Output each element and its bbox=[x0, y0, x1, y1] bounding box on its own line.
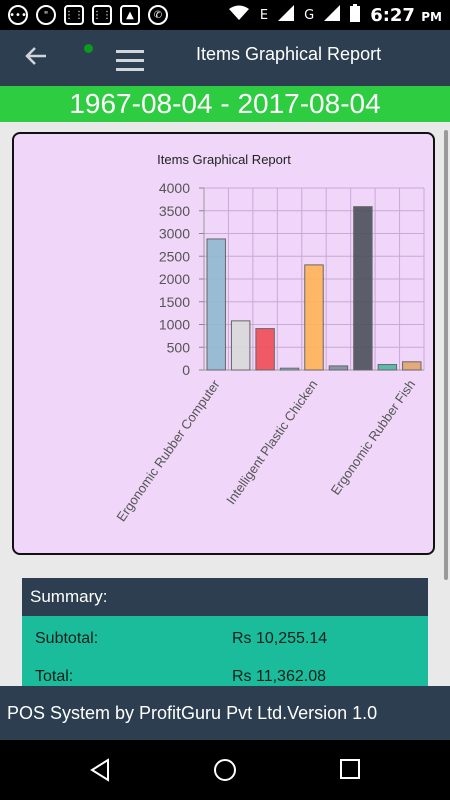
y-tick-label: 500 bbox=[167, 339, 191, 355]
summary-panel: Summary: Subtotal: Rs 10,255.14 Total: R… bbox=[22, 578, 428, 690]
bar-4 bbox=[304, 264, 324, 371]
page-title: Items Graphical Report bbox=[196, 44, 382, 64]
bar-6 bbox=[353, 206, 373, 371]
nav-back-icon[interactable] bbox=[88, 758, 112, 786]
bar-1 bbox=[230, 320, 251, 371]
whatsapp-icon: ✆ bbox=[148, 5, 168, 25]
image-icon: ▲ bbox=[120, 5, 140, 25]
footer-version: POS System by ProfitGuru Pvt Ltd.Version… bbox=[0, 686, 450, 740]
chat-icon: " bbox=[36, 5, 56, 25]
y-tick-label: 4000 bbox=[159, 180, 190, 196]
signal-icon-1 bbox=[278, 5, 295, 25]
battery-icon bbox=[350, 4, 361, 26]
bar-8 bbox=[402, 361, 422, 371]
calculator-icon-2: ⋮⋮ bbox=[92, 5, 112, 25]
scrollbar[interactable] bbox=[444, 130, 448, 580]
bar-3 bbox=[279, 367, 300, 371]
subtotal-label: Subtotal: bbox=[35, 630, 99, 647]
network-e-icon: E bbox=[259, 7, 269, 23]
nav-recents-icon[interactable] bbox=[339, 758, 361, 784]
summary-heading: Summary: bbox=[22, 578, 428, 616]
clock: 6:27 PM bbox=[370, 4, 442, 26]
signal-icon-2 bbox=[324, 5, 341, 25]
summary-body: Subtotal: Rs 10,255.14 Total: Rs 11,362.… bbox=[22, 616, 428, 690]
network-g-icon: G bbox=[304, 7, 315, 23]
y-tick-label: 0 bbox=[182, 362, 190, 378]
message-icon: ••• bbox=[8, 5, 28, 25]
x-tick-label: Ergonomic Rubber Computer bbox=[113, 377, 223, 525]
chart-title: Items Graphical Report bbox=[157, 152, 291, 167]
chart-card: Items Graphical Report 0 500 1000 1500 2000 25… bbox=[12, 132, 435, 555]
bar-2 bbox=[255, 328, 275, 371]
y-tick-label: 3000 bbox=[159, 226, 190, 242]
total-value: Rs 11,362.08 bbox=[232, 668, 326, 685]
bar-0 bbox=[206, 238, 226, 371]
y-tick-label: 2000 bbox=[159, 271, 190, 287]
total-label: Total: bbox=[35, 668, 74, 685]
system-nav-bar bbox=[0, 740, 450, 800]
y-tick-label: 1000 bbox=[159, 317, 190, 333]
x-tick-label: Intelligent Plastic Chicken bbox=[223, 377, 320, 507]
app-bar: Items Graphical Report bbox=[0, 30, 450, 86]
y-tick-label: 2500 bbox=[159, 248, 190, 264]
bar-chart: Items Graphical Report 0 500 1000 1500 2000 25… bbox=[113, 152, 425, 525]
summary-row-subtotal: Subtotal: Rs 10,255.14 bbox=[35, 630, 327, 648]
x-tick-label: Ergonomic Rubber Fish bbox=[328, 377, 419, 497]
calculator-icon: ⋮⋮ bbox=[64, 5, 84, 25]
wifi-icon bbox=[228, 5, 250, 25]
summary-row-total: Total: Rs 11,362.08 bbox=[35, 668, 326, 686]
back-arrow-icon[interactable] bbox=[24, 44, 48, 75]
hamburger-menu-icon[interactable] bbox=[116, 50, 144, 77]
y-tick-label: 3500 bbox=[159, 203, 190, 219]
status-bar: ••• " ⋮⋮ ⋮⋮ ▲ ✆ E G 6:27 PM bbox=[0, 0, 450, 30]
nav-home-icon[interactable] bbox=[213, 758, 237, 786]
online-status-dot bbox=[84, 44, 93, 53]
date-range: 1967-08-04 - 2017-08-04 bbox=[0, 86, 450, 122]
bar-7 bbox=[377, 364, 398, 371]
y-tick-label: 1500 bbox=[159, 294, 190, 310]
bar-5 bbox=[328, 365, 349, 371]
subtotal-value: Rs 10,255.14 bbox=[232, 630, 328, 647]
